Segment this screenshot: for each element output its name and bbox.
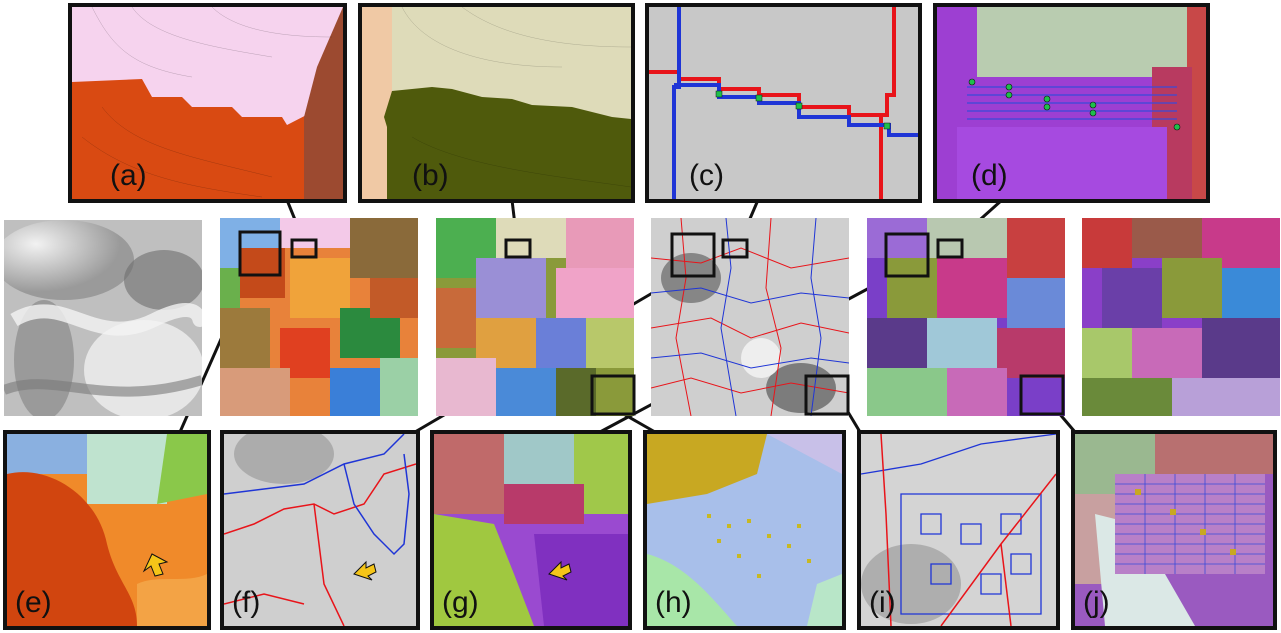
label-c: (c) [689, 159, 724, 192]
label-e: (e) [15, 586, 52, 619]
region-overview-2 [1082, 218, 1280, 416]
zoom-panel-b: (b) [358, 3, 635, 203]
segmentation-overview-1 [220, 218, 418, 416]
zoom-panel-f: (f) [220, 430, 420, 630]
zoom-panel-i: (i) [857, 430, 1060, 630]
label-h: (h) [655, 586, 692, 619]
zoom-panel-h: (h) [643, 430, 846, 630]
zoom-panel-e: (e) [3, 430, 211, 630]
label-j: (j) [1083, 586, 1110, 619]
zoom-panel-g: (g) [430, 430, 632, 630]
label-f: (f) [232, 586, 261, 619]
boundary-overview [651, 218, 849, 416]
zoom-panel-j: (j) [1071, 430, 1277, 630]
label-b: (b) [412, 159, 449, 192]
zoom-panel-c: (c) [645, 3, 922, 203]
label-a: (a) [110, 159, 147, 192]
zoom-panel-a: (a) [68, 3, 347, 203]
input-density-image [4, 220, 202, 416]
region-overview-1 [867, 218, 1065, 416]
label-g: (g) [442, 586, 479, 619]
zoom-panel-d: (d) [933, 3, 1210, 203]
segmentation-overview-2 [436, 218, 634, 416]
label-d: (d) [971, 159, 1008, 192]
label-i: (i) [869, 586, 896, 619]
